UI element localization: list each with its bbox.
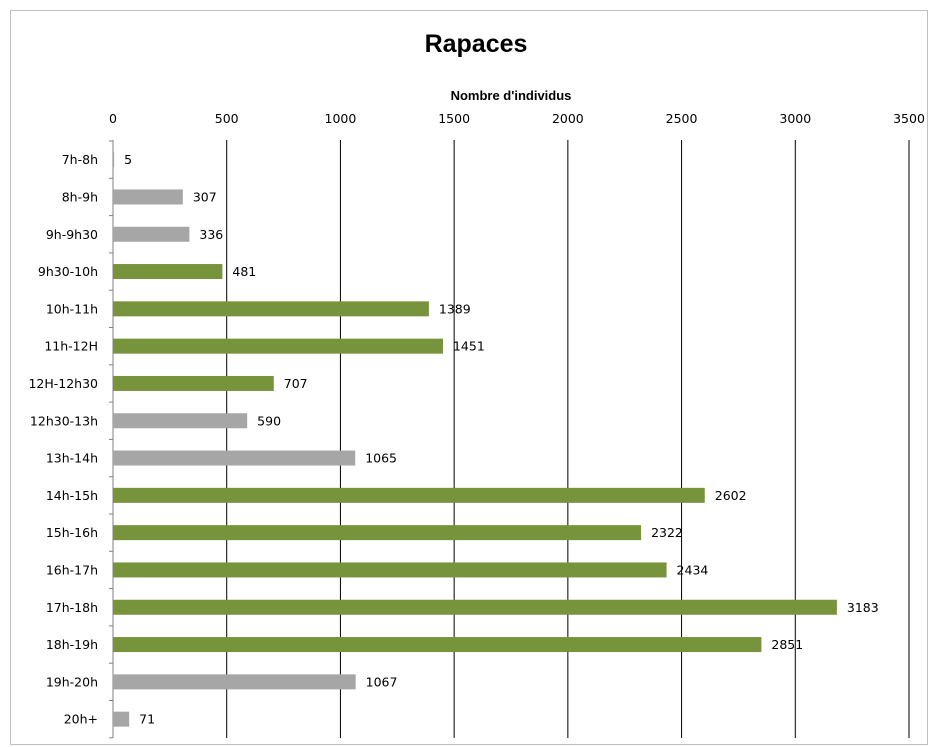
category-label: 12h30-13h: [30, 413, 98, 428]
category-label: 8h-9h: [62, 189, 98, 204]
bar: [113, 338, 443, 354]
x-tick-label: 2500: [666, 111, 698, 126]
data-label: 5: [124, 152, 132, 167]
bar: [113, 562, 667, 578]
x-tick-label: 1500: [438, 111, 470, 126]
category-label: 15h-16h: [46, 525, 98, 540]
bar: [113, 599, 837, 615]
x-tick-label: 3000: [779, 111, 811, 126]
bar: [113, 637, 762, 653]
data-label: 590: [257, 413, 281, 428]
chart-title: Rapaces: [425, 30, 528, 58]
x-tick-label: 3500: [893, 111, 925, 126]
x-tick-label: 1000: [325, 111, 357, 126]
x-tick-labels: 0 500 1000 1500 2000 2500 3000 3500: [109, 111, 925, 126]
data-label: 2851: [771, 637, 803, 652]
bar: [113, 152, 115, 168]
bar: [113, 301, 429, 317]
category-label: 14h-15h: [46, 488, 98, 503]
category-label: 19h-20h: [46, 674, 98, 689]
category-label: 7h-8h: [62, 152, 98, 167]
bar: [113, 711, 130, 727]
category-labels: 7h-8h 8h-9h 9h-9h30 9h30-10h 10h-11h 11h-12H 1…: [28, 152, 98, 727]
category-label: 11h-12H: [44, 339, 98, 354]
bar: [113, 525, 642, 541]
x-tick-label: 2000: [552, 111, 584, 126]
bars: [113, 152, 837, 727]
bar: [113, 450, 356, 466]
data-label: 71: [139, 712, 155, 727]
category-label: 20h+: [64, 712, 98, 727]
bar: [113, 226, 190, 242]
bar: [113, 413, 248, 429]
data-label: 2602: [715, 488, 747, 503]
data-label: 2434: [677, 562, 709, 577]
category-label: 13h-14h: [46, 451, 98, 466]
bar: [113, 487, 705, 503]
data-label: 1451: [453, 339, 485, 354]
data-labels: 5 307 336 481 1389 1451 707 590 1065 2602 2322 2434…: [124, 152, 879, 727]
bar: [113, 264, 223, 280]
data-label: 1067: [366, 674, 398, 689]
bar: [113, 674, 356, 690]
x-tick-label: 0: [109, 111, 117, 126]
category-label: 9h30-10h: [38, 264, 98, 279]
data-label: 2322: [651, 525, 683, 540]
data-label: 1065: [365, 451, 397, 466]
bar: [113, 189, 183, 205]
data-label: 1389: [439, 301, 471, 316]
category-label: 17h-18h: [46, 600, 98, 615]
x-tick-label: 500: [215, 111, 239, 126]
category-label: 10h-11h: [46, 301, 98, 316]
x-axis-title: Nombre d'individus: [451, 88, 572, 103]
data-label: 336: [199, 227, 223, 242]
data-label: 307: [193, 189, 217, 204]
category-label: 16h-17h: [46, 562, 98, 577]
data-label: 707: [284, 376, 308, 391]
category-label: 12H-12h30: [28, 376, 98, 391]
data-label: 3183: [847, 600, 879, 615]
data-label: 481: [232, 264, 256, 279]
bar: [113, 375, 274, 391]
category-label: 18h-19h: [46, 637, 98, 652]
category-label: 9h-9h30: [46, 227, 98, 242]
